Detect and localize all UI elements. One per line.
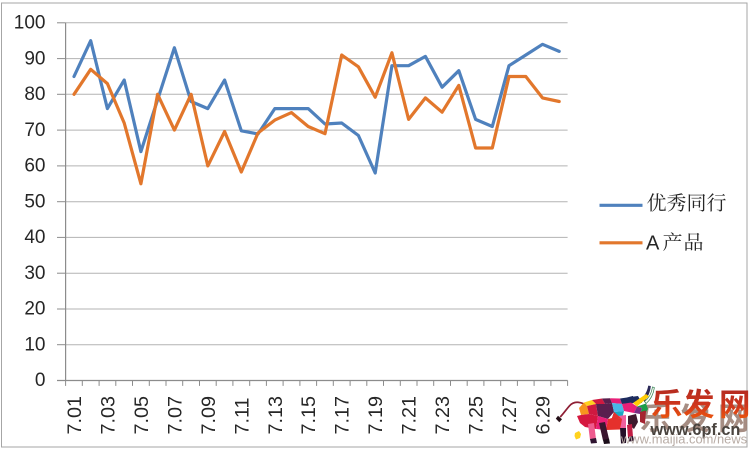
- svg-text:7.15: 7.15: [298, 396, 320, 435]
- svg-text:7.11: 7.11: [231, 397, 253, 434]
- svg-text:0: 0: [35, 370, 46, 391]
- svg-text:50: 50: [24, 191, 45, 212]
- svg-text:7.27: 7.27: [499, 396, 521, 435]
- svg-text:7.03: 7.03: [97, 396, 119, 435]
- svg-text:7.07: 7.07: [164, 396, 186, 435]
- svg-text:20: 20: [24, 299, 45, 320]
- svg-text:90: 90: [24, 48, 45, 69]
- svg-text:www.maijia.com/news: www.maijia.com/news: [620, 431, 747, 446]
- svg-text:7.13: 7.13: [265, 396, 287, 435]
- svg-text:60: 60: [24, 156, 45, 177]
- svg-text:7.25: 7.25: [466, 396, 488, 435]
- svg-text:80: 80: [24, 84, 45, 105]
- svg-text:7.01: 7.01: [64, 396, 86, 435]
- svg-text:10: 10: [24, 334, 45, 355]
- svg-text:7.05: 7.05: [131, 396, 153, 435]
- svg-text:A: A: [646, 232, 660, 254]
- svg-text:40: 40: [24, 227, 45, 248]
- svg-text:7.21: 7.21: [399, 396, 421, 435]
- svg-text:7.09: 7.09: [198, 396, 220, 435]
- svg-text:www.6pf.cn: www.6pf.cn: [650, 421, 741, 439]
- svg-text:100: 100: [14, 13, 46, 34]
- svg-text:7.19: 7.19: [365, 396, 387, 435]
- svg-text:7.17: 7.17: [332, 396, 354, 435]
- svg-text:30: 30: [24, 263, 45, 284]
- svg-text:70: 70: [24, 120, 45, 141]
- svg-text:6.29: 6.29: [533, 396, 555, 435]
- svg-text:7.23: 7.23: [432, 396, 454, 435]
